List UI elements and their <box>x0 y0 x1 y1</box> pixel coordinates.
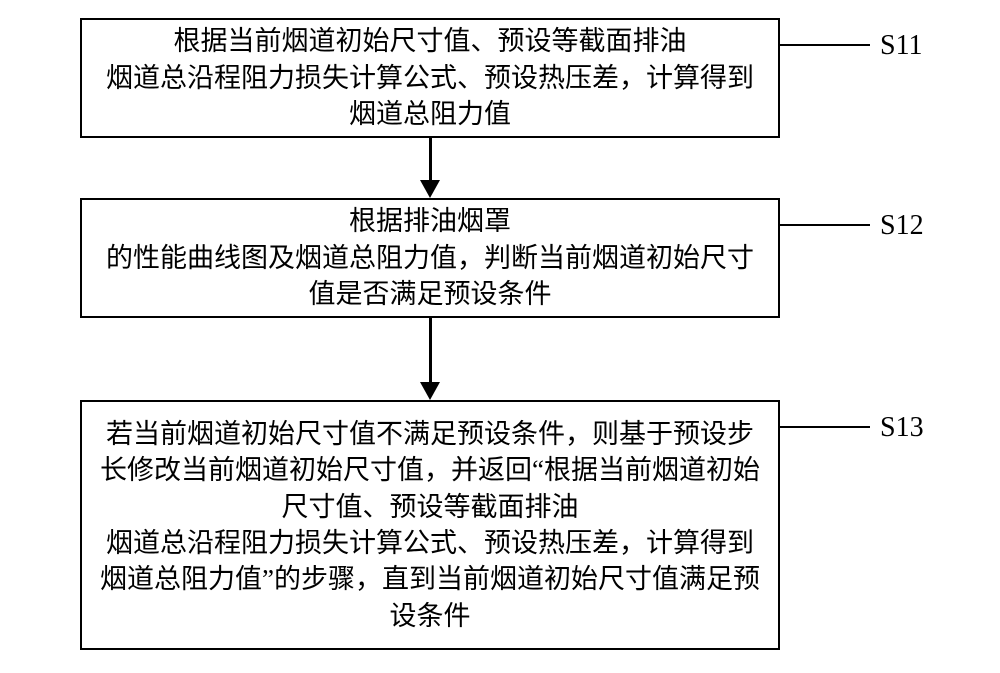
flow-step-s13: 若当前烟道初始尺寸值不满足预设条件，则基于预设步长修改当前烟道初始尺寸值，并返回… <box>80 400 780 650</box>
flow-step-text: 根据当前烟道初始尺寸值、预设等截面排油烟道总沿程阻力损失计算公式、预设热压差，计… <box>106 23 754 132</box>
label-leader-s11 <box>780 44 870 46</box>
step-label-s11: S11 <box>880 30 923 62</box>
flow-step-s11: 根据当前烟道初始尺寸值、预设等截面排油烟道总沿程阻力损失计算公式、预设热压差，计… <box>80 18 780 138</box>
arrow-line-0 <box>429 138 432 180</box>
flow-step-text: 根据排油烟罩的性能曲线图及烟道总阻力值，判断当前烟道初始尺寸值是否满足预设条件 <box>106 203 754 312</box>
arrow-head-0 <box>420 180 440 198</box>
step-label-s12: S12 <box>880 210 924 242</box>
flow-step-text: 若当前烟道初始尺寸值不满足预设条件，则基于预设步长修改当前烟道初始尺寸值，并返回… <box>100 416 760 635</box>
arrow-head-1 <box>420 382 440 400</box>
flow-step-s12: 根据排油烟罩的性能曲线图及烟道总阻力值，判断当前烟道初始尺寸值是否满足预设条件 <box>80 198 780 318</box>
flowchart-canvas: 根据当前烟道初始尺寸值、预设等截面排油烟道总沿程阻力损失计算公式、预设热压差，计… <box>0 0 1000 673</box>
label-leader-s13 <box>780 426 870 428</box>
step-label-s13: S13 <box>880 412 924 444</box>
arrow-line-1 <box>429 318 432 382</box>
label-leader-s12 <box>780 224 870 226</box>
